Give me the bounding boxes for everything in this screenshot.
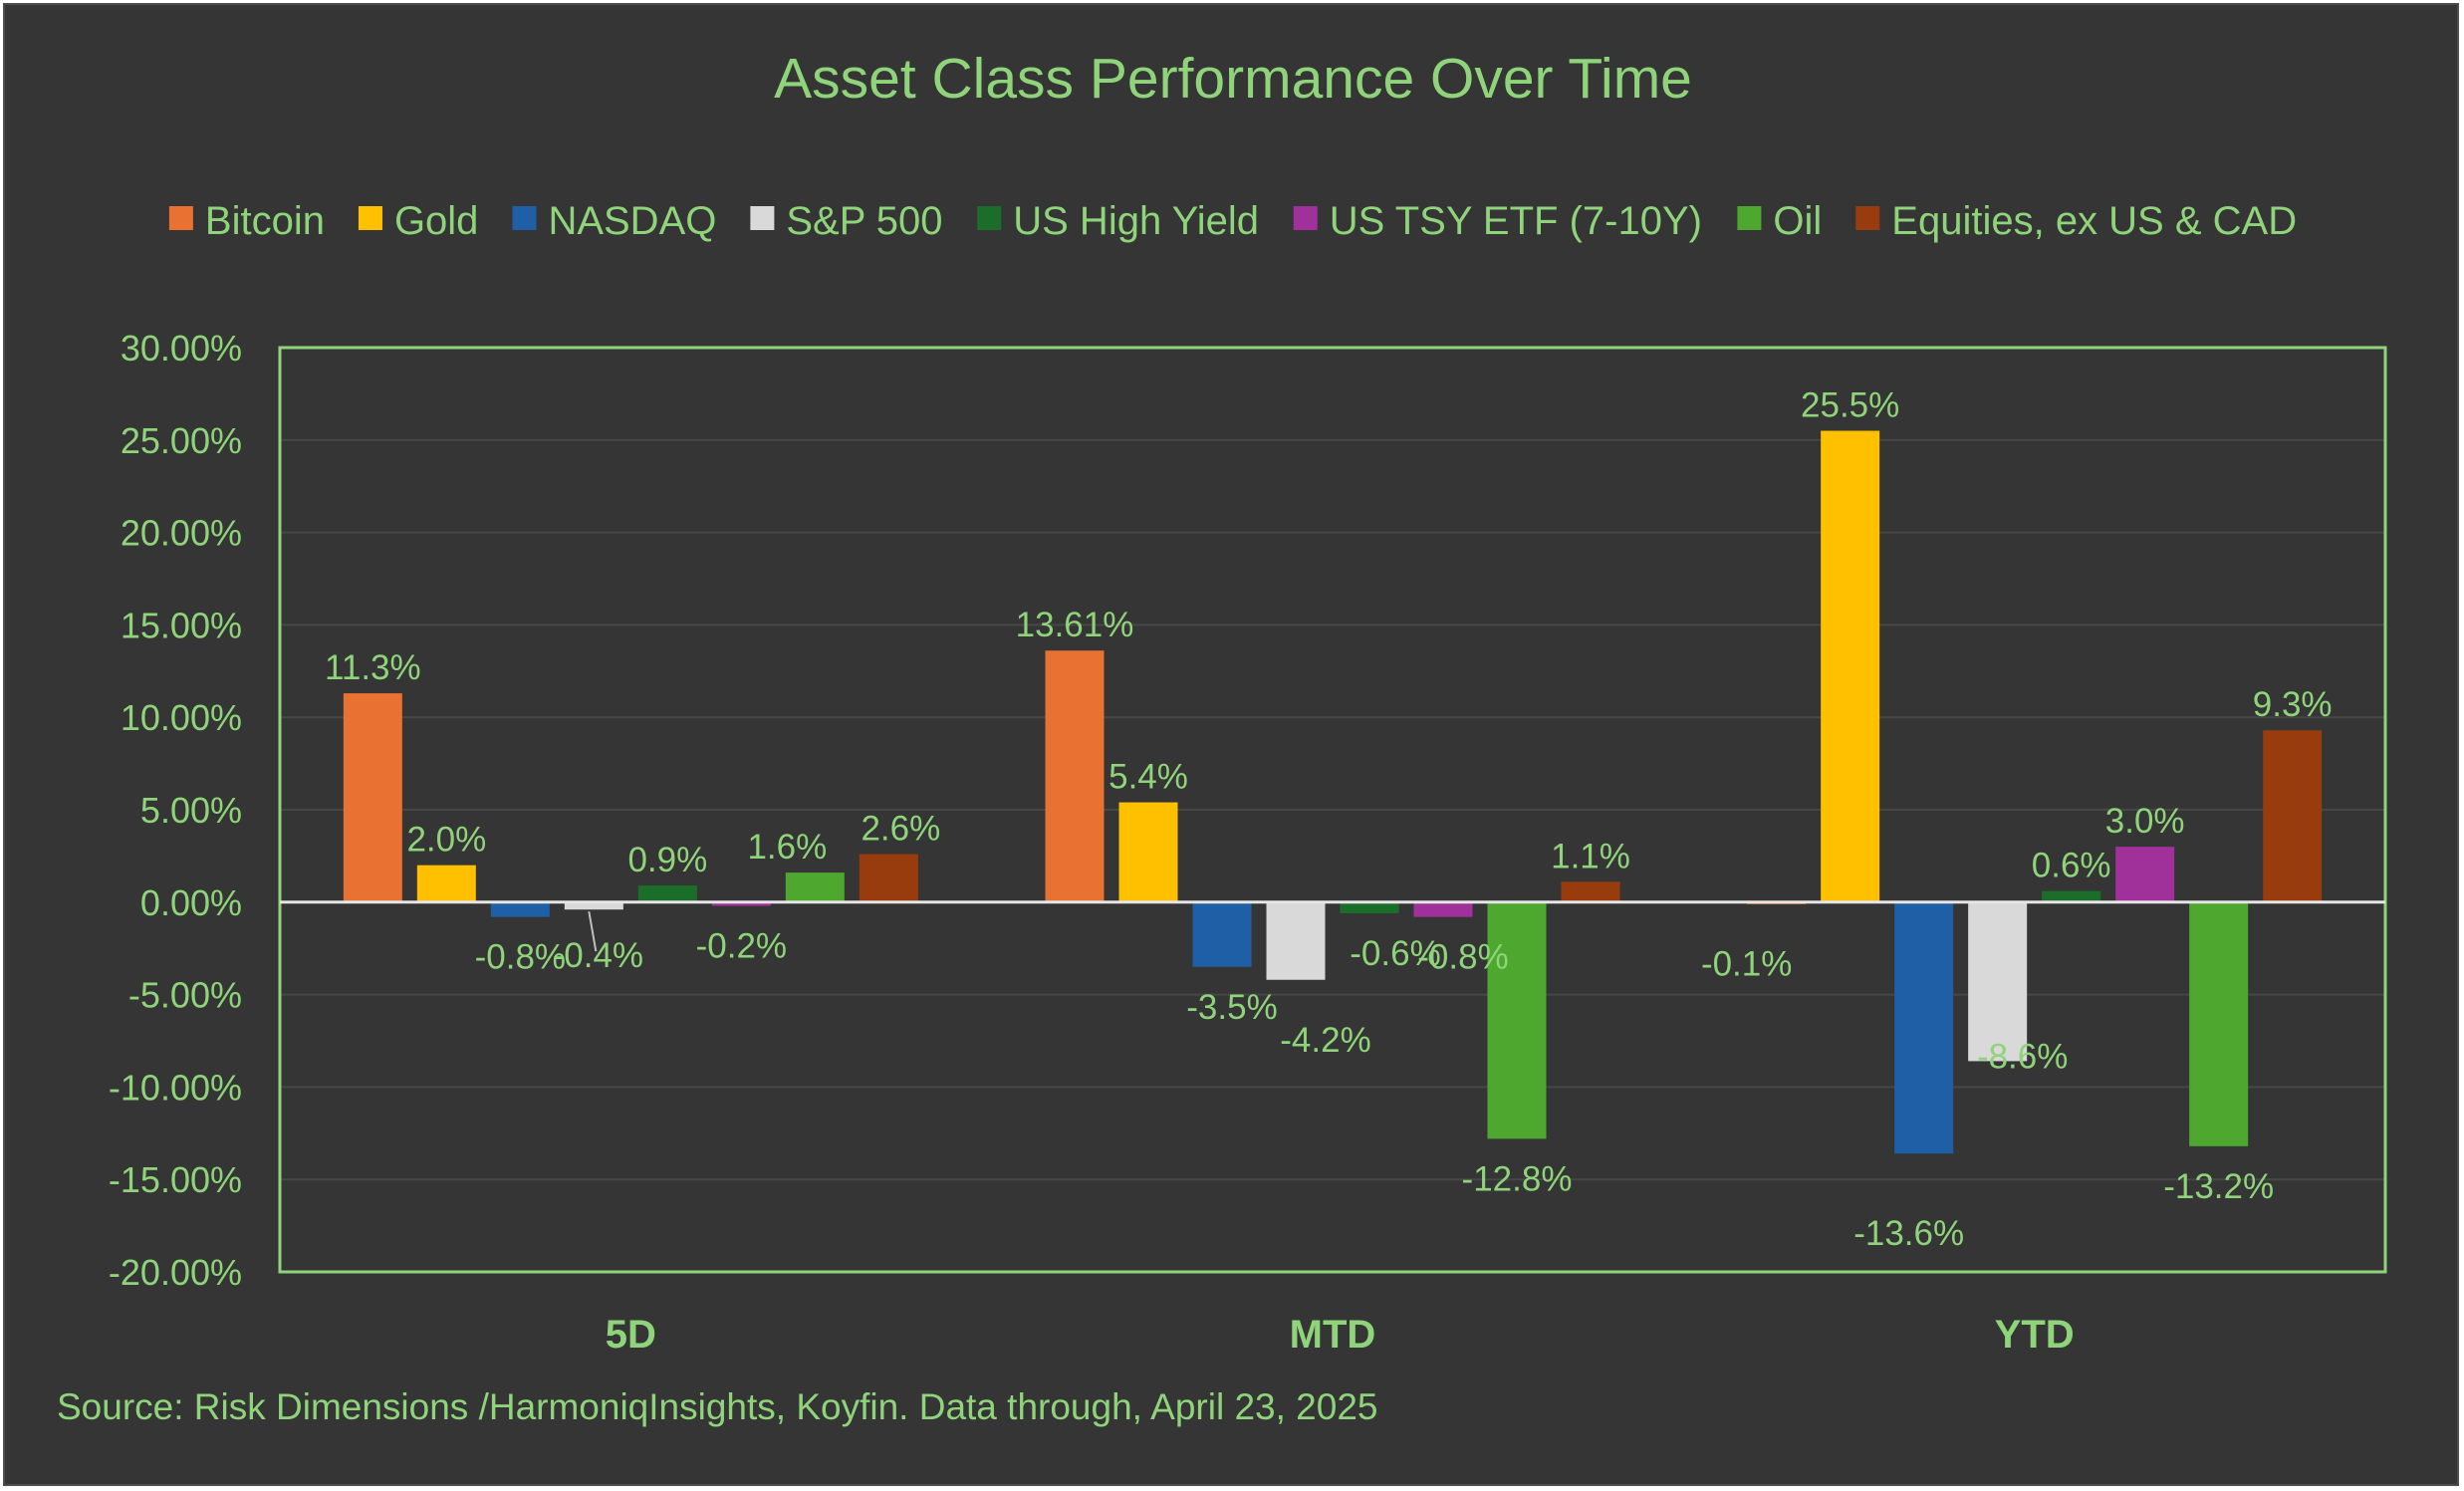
bar-mtd-nasdaq [1192, 901, 1252, 967]
legend-swatch-s-p-500 [750, 206, 775, 230]
data-label-ytd-nasdaq: -13.6% [1853, 1214, 1964, 1253]
x-category-mtd: MTD [1290, 1313, 1376, 1357]
data-label-mtd-equities-ex-us-cad: 1.1% [1551, 837, 1630, 875]
data-label-mtd-gold: 5.4% [1109, 758, 1188, 797]
bar-mtd-gold [1118, 802, 1178, 902]
data-label-ytd-s-p-500: -8.6% [1977, 1037, 2068, 1076]
legend-label-bitcoin: Bitcoin [205, 199, 325, 243]
data-label-5d-oil: 1.6% [747, 828, 827, 867]
bar-ytd-equities-ex-us-cad [2263, 730, 2323, 902]
data-label-5d-equities-ex-us-cad: 2.6% [861, 810, 940, 849]
bar-ytd-s-p-500 [1968, 901, 2028, 1062]
bar-mtd-oil [1487, 901, 1547, 1139]
x-axis-categories: 5D MTD YTD [606, 1313, 2075, 1357]
data-label-mtd-s-p-500: -4.2% [1280, 1021, 1370, 1060]
source-note: Source: Risk Dimensions /HarmoniqInsight… [57, 1386, 1378, 1427]
plot-area-border [278, 346, 2387, 1274]
legend-label-s-p-500: S&P 500 [786, 199, 942, 243]
legend: Bitcoin Gold NASDAQ S&P 500 US High Yield US … [168, 199, 2297, 243]
y-tick-label: 15.00% [121, 605, 242, 645]
label-leader-line [588, 911, 598, 952]
data-label-5d-s-p-500: -0.4% [553, 936, 643, 975]
data-label-mtd-nasdaq: -3.5% [1186, 988, 1277, 1027]
data-label-mtd-us-tsy-etf-7-10y: -0.8% [1417, 938, 1508, 977]
bars [343, 430, 2323, 1154]
chart-title: Asset Class Performance Over Time [774, 47, 1692, 111]
data-label-5d-gold: 2.0% [406, 821, 486, 860]
y-tick-label: -15.00% [109, 1159, 242, 1200]
bar-mtd-bitcoin [1045, 650, 1105, 902]
bar-mtd-s-p-500 [1266, 901, 1326, 980]
legend-swatch-gold [358, 206, 382, 230]
y-tick-label: 0.00% [140, 882, 242, 923]
y-tick-label: 20.00% [121, 513, 242, 554]
bar-5d-us-tsy-etf-7-10y [711, 901, 771, 906]
bar-ytd-oil [2189, 901, 2249, 1146]
y-tick-label: 30.00% [121, 328, 242, 369]
y-tick-label: -10.00% [109, 1067, 242, 1108]
bar-mtd-us-tsy-etf-7-10y [1413, 901, 1473, 917]
legend-label-us-tsy-etf-7-10y: US TSY ETF (7-10Y) [1330, 199, 1702, 243]
bar-mtd-equities-ex-us-cad [1561, 881, 1620, 902]
x-category-5d: 5D [606, 1313, 656, 1357]
data-label-ytd-us-high-yield: 0.6% [2032, 847, 2111, 885]
data-label-ytd-gold: 25.5% [1801, 386, 1899, 425]
data-label-ytd-equities-ex-us-cad: 9.3% [2253, 685, 2333, 724]
y-tick-label: 25.00% [121, 420, 242, 461]
y-axis-ticks: 30.00% 25.00% 20.00% 15.00% 10.00% 5.00% 0.00%… [109, 328, 242, 1293]
data-label-5d-us-tsy-etf-7-10y: -0.2% [696, 927, 787, 966]
bar-5d-nasdaq [490, 901, 550, 917]
bar-chart: Asset Class Performance Over Time Bitcoi… [57, 47, 2387, 1427]
data-labels: 11.3%2.0%-0.8%-0.4%0.9%-0.2%1.6% 2.6%13.6… [325, 386, 2333, 1254]
legend-swatch-oil [1737, 206, 1762, 230]
gridlines [280, 438, 2385, 1181]
data-label-ytd-oil: -13.2% [2163, 1167, 2274, 1206]
bar-5d-us-high-yield [637, 885, 697, 902]
bar-ytd-us-tsy-etf-7-10y [2115, 847, 2175, 902]
y-tick-label: -20.00% [109, 1252, 242, 1293]
x-category-ytd: YTD [1995, 1313, 2075, 1357]
data-label-mtd-us-high-yield: -0.6% [1350, 934, 1440, 973]
bar-ytd-gold [1821, 430, 1880, 902]
legend-label-gold: Gold [394, 199, 479, 243]
data-label-5d-us-high-yield: 0.9% [627, 841, 707, 879]
bar-ytd-nasdaq [1894, 901, 1954, 1154]
data-label-ytd-us-tsy-etf-7-10y: 3.0% [2105, 802, 2185, 841]
chart-frame: Asset Class Performance Over Time Bitcoi… [3, 3, 2459, 1486]
legend-swatch-nasdaq [512, 206, 537, 230]
data-label-ytd-bitcoin: -0.1% [1701, 945, 1792, 984]
legend-swatch-us-high-yield [977, 206, 1002, 230]
legend-label-us-high-yield: US High Yield [1013, 199, 1259, 243]
bar-5d-s-p-500 [564, 901, 623, 910]
bar-5d-gold [416, 865, 476, 902]
bar-5d-equities-ex-us-cad [859, 854, 918, 902]
y-tick-label: 10.00% [121, 697, 242, 738]
data-label-5d-bitcoin: 11.3% [325, 648, 421, 687]
bar-5d-oil [785, 872, 845, 902]
legend-swatch-bitcoin [168, 206, 193, 230]
legend-swatch-us-tsy-etf-7-10y [1293, 206, 1318, 230]
data-label-mtd-oil: -12.8% [1462, 1159, 1573, 1198]
legend-label-oil: Oil [1773, 199, 1822, 243]
y-tick-label: -5.00% [128, 975, 242, 1016]
y-tick-label: 5.00% [140, 790, 242, 831]
data-label-5d-nasdaq: -0.8% [475, 938, 566, 977]
bar-5d-bitcoin [343, 693, 402, 902]
data-label-mtd-bitcoin: 13.61% [1016, 606, 1134, 644]
legend-label-equities-ex-us-cad: Equities, ex US & CAD [1891, 199, 2297, 243]
bar-mtd-us-high-yield [1340, 901, 1399, 913]
bar-ytd-us-high-yield [2042, 890, 2101, 902]
legend-label-nasdaq: NASDAQ [548, 199, 716, 243]
legend-swatch-equities-ex-us-cad [1855, 206, 1880, 230]
